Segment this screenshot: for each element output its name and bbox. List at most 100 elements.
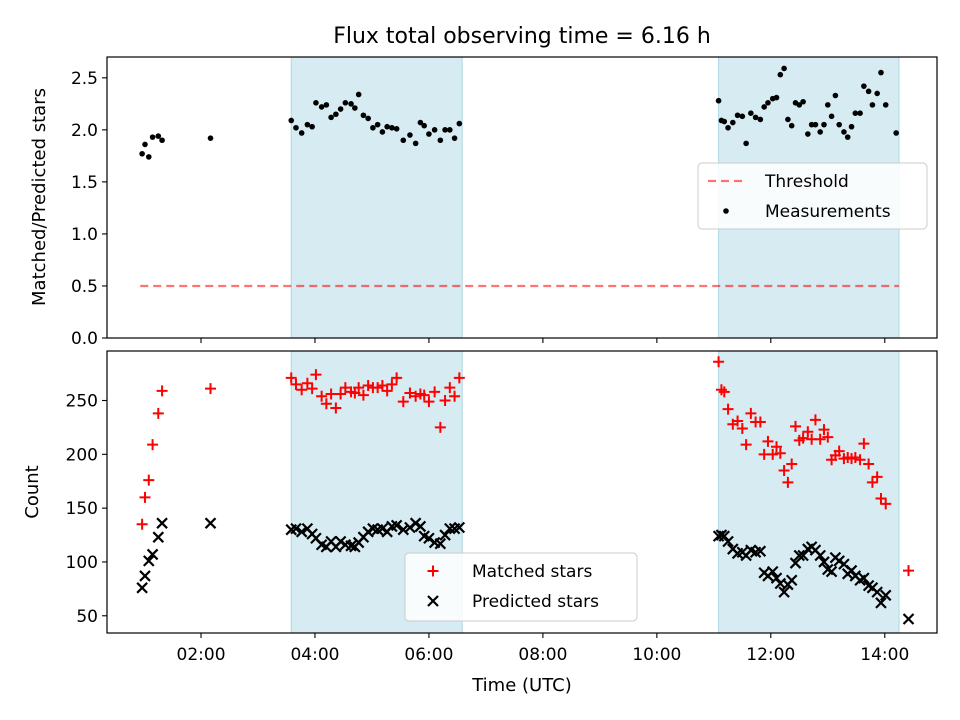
matched-star-point [139, 491, 151, 503]
predicted-star-point [204, 517, 217, 529]
matched-star-point [320, 398, 332, 410]
measurement-point [805, 131, 811, 137]
top-y-tick-label: 0.5 [71, 277, 98, 297]
matched-star-point [444, 382, 456, 394]
x-tick-label: 12:00 [746, 645, 795, 665]
matched-star-point [301, 377, 313, 389]
matched-star-point [339, 382, 351, 394]
predicted-star-point [143, 555, 155, 567]
matched-star-point [849, 452, 861, 464]
measurement-point [812, 121, 819, 128]
predicted-star-point [156, 517, 168, 529]
matched-star-point [429, 386, 441, 398]
measurement-point [393, 126, 400, 132]
top-panel: 0.0 0.5 1.0 1.5 2.0 2.5 Threshold Measurements [71, 56, 938, 349]
matched-star-point [386, 378, 398, 390]
predicted-star-point [785, 574, 798, 587]
measurement-point [725, 124, 731, 131]
measurement-point [765, 99, 771, 106]
bottom-axes-frame [106, 350, 938, 634]
matched-star-point [880, 498, 892, 510]
measurement-point [207, 135, 214, 141]
matched-star-point [152, 407, 164, 419]
x-tick-label: 10:00 [632, 645, 681, 665]
predicted-star-point [390, 519, 403, 532]
measurement-point [360, 112, 367, 119]
matched-star-point [357, 389, 369, 401]
measurement-point [893, 130, 899, 136]
matched-star-point [871, 471, 883, 483]
matched-star-point [771, 441, 783, 453]
measurement-point [298, 130, 305, 136]
predicted-star-point [397, 523, 410, 536]
measurement-point [333, 111, 339, 118]
measurement-point [389, 124, 395, 131]
matched-star-point [136, 518, 148, 530]
measurement-point [848, 123, 855, 130]
predicted-star-point [444, 522, 456, 535]
top-legend-box [697, 162, 928, 230]
matched-star-point [391, 372, 403, 384]
matched-star-point [381, 385, 393, 397]
matched-star-point [863, 458, 875, 470]
measurement-point [142, 141, 148, 148]
measurement-point [145, 154, 152, 160]
bottom-y-tick-label: 150 [66, 499, 98, 519]
matched-star-point [205, 383, 217, 395]
bottom-legend-box [404, 552, 638, 622]
bottom-panel: 50 100 150 200 250 02:00 04:00 06:00 08:00 10:00 1… [66, 350, 938, 665]
x-tick-label: 08:00 [518, 645, 567, 665]
measurement-point [800, 98, 806, 105]
measurement-point [730, 119, 736, 126]
bottom-observing-window [718, 350, 900, 634]
measurement-point [309, 123, 315, 130]
legend-measurements-swatch [723, 208, 729, 214]
measurement-point [781, 65, 787, 72]
measurement-point [734, 112, 741, 119]
matched-star-point [866, 476, 878, 488]
measurement-point [748, 110, 754, 116]
bottom-y-axis-label: Count [22, 465, 43, 518]
measurement-point [348, 101, 354, 107]
measurement-point [761, 104, 767, 110]
measurement-point [721, 118, 728, 125]
measurement-point [365, 115, 371, 122]
measurement-point [836, 121, 842, 128]
matched-star-point [903, 565, 915, 577]
measurement-point [752, 114, 759, 121]
measurement-point [293, 124, 299, 131]
measurement-point [384, 123, 390, 130]
matched-star-point [372, 382, 384, 394]
predicted-star-point [814, 549, 826, 562]
matched-star-point [439, 395, 451, 407]
predicted-star-point [845, 564, 858, 577]
predicted-star-point [858, 572, 870, 584]
bottom-y-tick-label: 250 [66, 392, 98, 412]
measurement-point [451, 135, 458, 141]
measurement-point [869, 102, 876, 108]
measurement-point [857, 110, 863, 116]
matched-star-point [453, 372, 465, 384]
measurement-point [159, 137, 165, 144]
predicted-star-point [778, 586, 790, 598]
predicted-star-point [722, 535, 734, 548]
matched-star-point [156, 385, 168, 397]
measurement-point [821, 121, 827, 128]
matched-star-point [809, 414, 821, 426]
measurement-point [374, 121, 381, 128]
predicted-star-point [871, 586, 883, 598]
measurement-point [743, 140, 749, 147]
measurement-point [155, 133, 162, 139]
bottom-legend: Matched stars Predicted stars [404, 552, 638, 622]
top-y-tick-label: 1.5 [71, 173, 98, 193]
x-tick-label: 04:00 [290, 645, 339, 665]
matched-star-point [745, 407, 757, 419]
predicted-star-point [766, 565, 779, 578]
matched-star-point [722, 403, 734, 415]
matched-star-point [147, 439, 159, 451]
measurement-point [379, 129, 386, 135]
top-legend: Threshold Measurements [697, 162, 928, 230]
measurement-point [456, 120, 463, 127]
matched-star-point [296, 384, 308, 396]
predicted-star-point [146, 548, 159, 561]
